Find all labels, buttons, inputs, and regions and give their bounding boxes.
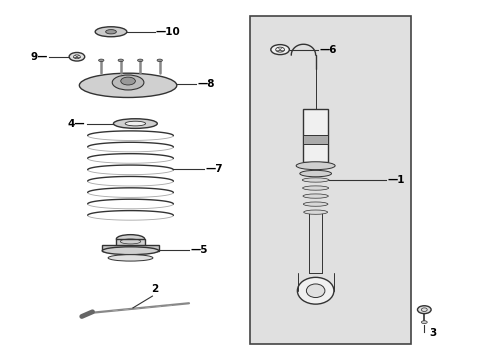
Ellipse shape: [303, 194, 328, 198]
Ellipse shape: [114, 119, 157, 129]
Bar: [250, 16, 411, 344]
Ellipse shape: [106, 30, 116, 34]
Ellipse shape: [125, 121, 146, 126]
Text: —1: —1: [388, 175, 405, 185]
Ellipse shape: [271, 45, 289, 55]
Bar: [116, 239, 145, 246]
Ellipse shape: [116, 235, 145, 243]
Ellipse shape: [95, 27, 127, 37]
Ellipse shape: [303, 186, 329, 190]
Ellipse shape: [302, 178, 329, 182]
Ellipse shape: [79, 73, 177, 98]
Text: —7: —7: [205, 164, 222, 174]
Ellipse shape: [300, 170, 331, 177]
Text: 3: 3: [429, 328, 437, 338]
Ellipse shape: [297, 277, 334, 304]
Ellipse shape: [69, 53, 85, 61]
Ellipse shape: [112, 75, 144, 90]
Ellipse shape: [102, 247, 159, 255]
Ellipse shape: [108, 255, 153, 261]
Ellipse shape: [417, 306, 431, 314]
Ellipse shape: [98, 59, 104, 62]
Text: 2: 2: [151, 284, 158, 294]
Text: —10: —10: [156, 27, 181, 37]
Bar: [303, 109, 328, 162]
Ellipse shape: [296, 162, 335, 170]
Ellipse shape: [303, 202, 328, 206]
Ellipse shape: [421, 321, 427, 324]
Ellipse shape: [138, 59, 143, 62]
Ellipse shape: [306, 284, 325, 297]
Text: —5: —5: [191, 245, 208, 255]
Ellipse shape: [157, 59, 162, 62]
Ellipse shape: [118, 59, 123, 62]
Bar: [303, 135, 328, 144]
Ellipse shape: [121, 77, 135, 85]
Text: —8: —8: [197, 79, 215, 89]
Text: 4—: 4—: [68, 118, 85, 129]
Bar: [102, 246, 159, 251]
Text: —6: —6: [319, 45, 337, 55]
Text: 9—: 9—: [30, 52, 48, 62]
Ellipse shape: [304, 210, 328, 214]
